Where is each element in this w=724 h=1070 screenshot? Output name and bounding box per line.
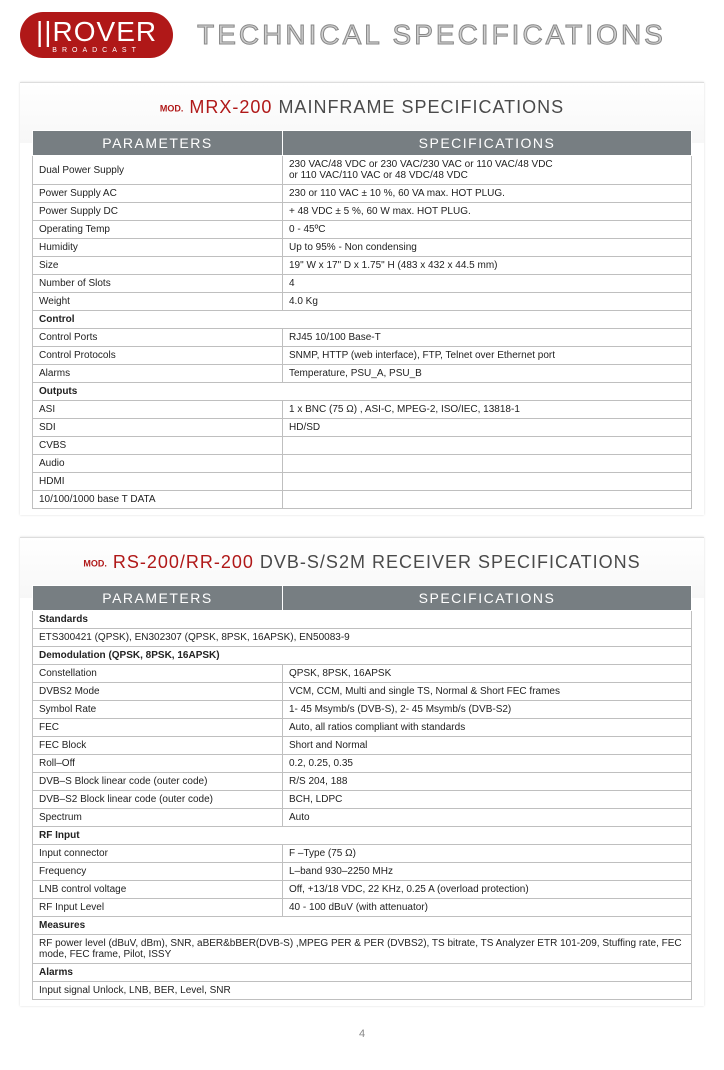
param-cell: Operating Temp [33, 221, 283, 239]
full-row: ETS300421 (QPSK), EN302307 (QPSK, 8PSK, … [33, 629, 692, 647]
param-cell: Alarms [33, 365, 283, 383]
col-parameters: PARAMETERS [33, 586, 283, 611]
mod-prefix: MOD. [160, 103, 184, 113]
param-cell: Control Protocols [33, 347, 283, 365]
param-cell: Symbol Rate [33, 701, 283, 719]
param-cell: Control Ports [33, 329, 283, 347]
param-cell: 10/100/1000 base T DATA [33, 491, 283, 509]
spec-cell: 1 x BNC (75 Ω) , ASI-C, MPEG-2, ISO/IEC,… [283, 401, 692, 419]
param-cell: DVB–S2 Block linear code (outer code) [33, 791, 283, 809]
logo-sub: BROADCAST [52, 47, 141, 54]
spec-cell: 19" W x 17" D x 1.75" H (483 x 432 x 44.… [283, 257, 692, 275]
param-cell: DVBS2 Mode [33, 683, 283, 701]
mod-name: MRX-200 [189, 97, 272, 117]
param-cell: LNB control voltage [33, 881, 283, 899]
spec-cell: R/S 204, 188 [283, 773, 692, 791]
param-cell: FEC Block [33, 737, 283, 755]
param-cell: Power Supply DC [33, 203, 283, 221]
page-number: 4 [20, 1028, 704, 1040]
subheading: Measures [33, 917, 692, 935]
param-cell: Input connector [33, 845, 283, 863]
param-cell: CVBS [33, 437, 283, 455]
spec-table-2: PARAMETERS SPECIFICATIONS Standards ETS3… [32, 585, 692, 1000]
spec-cell: Auto [283, 809, 692, 827]
param-cell: ASI [33, 401, 283, 419]
param-cell: RF Input Level [33, 899, 283, 917]
param-cell: Dual Power Supply [33, 156, 283, 185]
full-row: RF power level (dBuV, dBm), SNR, aBER&bB… [33, 935, 692, 964]
param-cell: FEC [33, 719, 283, 737]
spec-cell: 4.0 Kg [283, 293, 692, 311]
param-cell: Size [33, 257, 283, 275]
spec-cell [283, 455, 692, 473]
spec-cell: VCM, CCM, Multi and single TS, Normal & … [283, 683, 692, 701]
title-rest: MAINFRAME SPECIFICATIONS [278, 97, 564, 117]
subheading: Outputs [33, 383, 692, 401]
spec-cell: 0 - 45ºC [283, 221, 692, 239]
logo-main: ||ROVER [36, 18, 157, 46]
col-specifications: SPECIFICATIONS [283, 131, 692, 156]
subheading: Demodulation (QPSK, 8PSK, 16APSK) [33, 647, 692, 665]
spec-cell: 0.2, 0.25, 0.35 [283, 755, 692, 773]
spec-cell: 4 [283, 275, 692, 293]
spec-cell: F –Type (75 Ω) [283, 845, 692, 863]
param-cell: Constellation [33, 665, 283, 683]
param-cell: Frequency [33, 863, 283, 881]
section2-title: MOD. RS-200/RR-200 DVB-S/S2M RECEIVER SP… [32, 552, 692, 573]
col-specifications: SPECIFICATIONS [283, 586, 692, 611]
full-row: Input signal Unlock, LNB, BER, Level, SN… [33, 982, 692, 1000]
spec-cell [283, 473, 692, 491]
spec-cell: BCH, LDPC [283, 791, 692, 809]
header: ||ROVER BROADCAST TECHNICAL SPECIFICATIO… [20, 12, 704, 58]
mod-prefix: MOD. [83, 558, 107, 568]
subheading: Standards [33, 611, 692, 629]
param-cell: Roll–Off [33, 755, 283, 773]
spec-cell: HD/SD [283, 419, 692, 437]
spec-cell: Auto, all ratios compliant with standard… [283, 719, 692, 737]
param-cell: Weight [33, 293, 283, 311]
section-rs200: MOD. RS-200/RR-200 DVB-S/S2M RECEIVER SP… [20, 537, 704, 1006]
logo: ||ROVER BROADCAST [20, 12, 173, 58]
spec-cell: 230 VAC/48 VDC or 230 VAC/230 VAC or 110… [283, 156, 692, 185]
param-cell: SDI [33, 419, 283, 437]
col-parameters: PARAMETERS [33, 131, 283, 156]
param-cell: Humidity [33, 239, 283, 257]
param-cell: Audio [33, 455, 283, 473]
spec-table-1: PARAMETERS SPECIFICATIONS Dual Power Sup… [32, 130, 692, 509]
param-cell: HDMI [33, 473, 283, 491]
spec-cell [283, 437, 692, 455]
subheading: RF Input [33, 827, 692, 845]
title-rest: DVB-S/S2M RECEIVER SPECIFICATIONS [260, 552, 641, 572]
param-cell: DVB–S Block linear code (outer code) [33, 773, 283, 791]
spec-cell: L–band 930–2250 MHz [283, 863, 692, 881]
spec-cell: Up to 95% - Non condensing [283, 239, 692, 257]
spec-cell: 40 - 100 dBuV (with attenuator) [283, 899, 692, 917]
subheading: Control [33, 311, 692, 329]
spec-cell: QPSK, 8PSK, 16APSK [283, 665, 692, 683]
param-cell: Power Supply AC [33, 185, 283, 203]
subheading: Alarms [33, 964, 692, 982]
param-cell: Number of Slots [33, 275, 283, 293]
spec-cell: Temperature, PSU_A, PSU_B [283, 365, 692, 383]
spec-cell: SNMP, HTTP (web interface), FTP, Telnet … [283, 347, 692, 365]
section-mrx200: MOD. MRX-200 MAINFRAME SPECIFICATIONS PA… [20, 82, 704, 515]
spec-cell: 1- 45 Msymb/s (DVB-S), 2- 45 Msymb/s (DV… [283, 701, 692, 719]
page-title: TECHNICAL SPECIFICATIONS [197, 19, 666, 51]
mod-name: RS-200/RR-200 [113, 552, 254, 572]
spec-cell: Short and Normal [283, 737, 692, 755]
section1-title: MOD. MRX-200 MAINFRAME SPECIFICATIONS [32, 97, 692, 118]
spec-cell: + 48 VDC ± 5 %, 60 W max. HOT PLUG. [283, 203, 692, 221]
spec-cell: 230 or 110 VAC ± 10 %, 60 VA max. HOT PL… [283, 185, 692, 203]
param-cell: Spectrum [33, 809, 283, 827]
spec-cell: RJ45 10/100 Base-T [283, 329, 692, 347]
spec-cell: Off, +13/18 VDC, 22 KHz, 0.25 A (overloa… [283, 881, 692, 899]
spec-cell [283, 491, 692, 509]
